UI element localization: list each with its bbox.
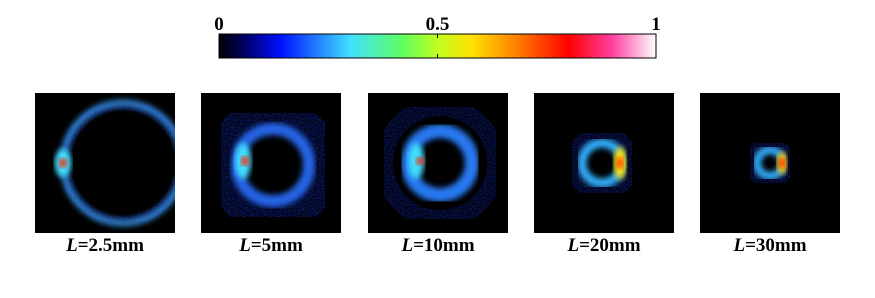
panel: L=2.5mm xyxy=(35,93,175,256)
intensity-ring xyxy=(206,98,340,232)
panel: L=10mm xyxy=(368,93,508,256)
panel-content xyxy=(55,99,175,227)
panel-content xyxy=(206,98,340,232)
panel-content xyxy=(745,138,795,188)
panel: L=5mm xyxy=(201,93,341,256)
panel-label-text: =30mm xyxy=(745,235,807,256)
colorbar-tick-label: 0.5 xyxy=(426,14,450,35)
colorbar-tick-label: 0 xyxy=(214,14,224,35)
panel-image xyxy=(534,93,674,233)
intensity-spot xyxy=(416,157,424,165)
intensity-ring xyxy=(745,138,795,188)
intensity-ring xyxy=(565,126,639,200)
intensity-ring xyxy=(375,98,505,228)
intensity-spot xyxy=(617,157,623,169)
colorbar-tick-label: 1 xyxy=(651,14,661,35)
panel-label: L=20mm xyxy=(566,235,640,256)
panel-content xyxy=(565,126,639,200)
panel-label-symbol: L xyxy=(400,235,413,256)
panel-label-symbol: L xyxy=(238,235,251,256)
panel-label-symbol: L xyxy=(65,235,78,256)
panel: L=20mm xyxy=(534,93,674,256)
intensity-spot xyxy=(779,158,785,168)
panel-label-text: =20mm xyxy=(579,235,641,256)
intensity-spot xyxy=(59,158,67,168)
panel-label: L=10mm xyxy=(400,235,474,256)
panel-label-symbol: L xyxy=(732,235,745,256)
panel: L=30mm xyxy=(700,93,840,256)
panel-label: L=5mm xyxy=(238,235,303,256)
panel-label: L=2.5mm xyxy=(65,235,144,256)
intensity-ring xyxy=(401,124,479,202)
panel-label-text: =10mm xyxy=(413,235,475,256)
panel-label-text: =2.5mm xyxy=(78,235,144,256)
panel-content xyxy=(375,98,505,228)
panel-image xyxy=(700,93,840,233)
panels: L=2.5mm L=5mm L=10mm L=20mm L=30mm xyxy=(35,93,840,256)
intensity-spot xyxy=(241,156,249,166)
panel-label-symbol: L xyxy=(566,235,579,256)
panel-label-text: =5mm xyxy=(251,235,303,256)
panel-label: L=30mm xyxy=(732,235,806,256)
